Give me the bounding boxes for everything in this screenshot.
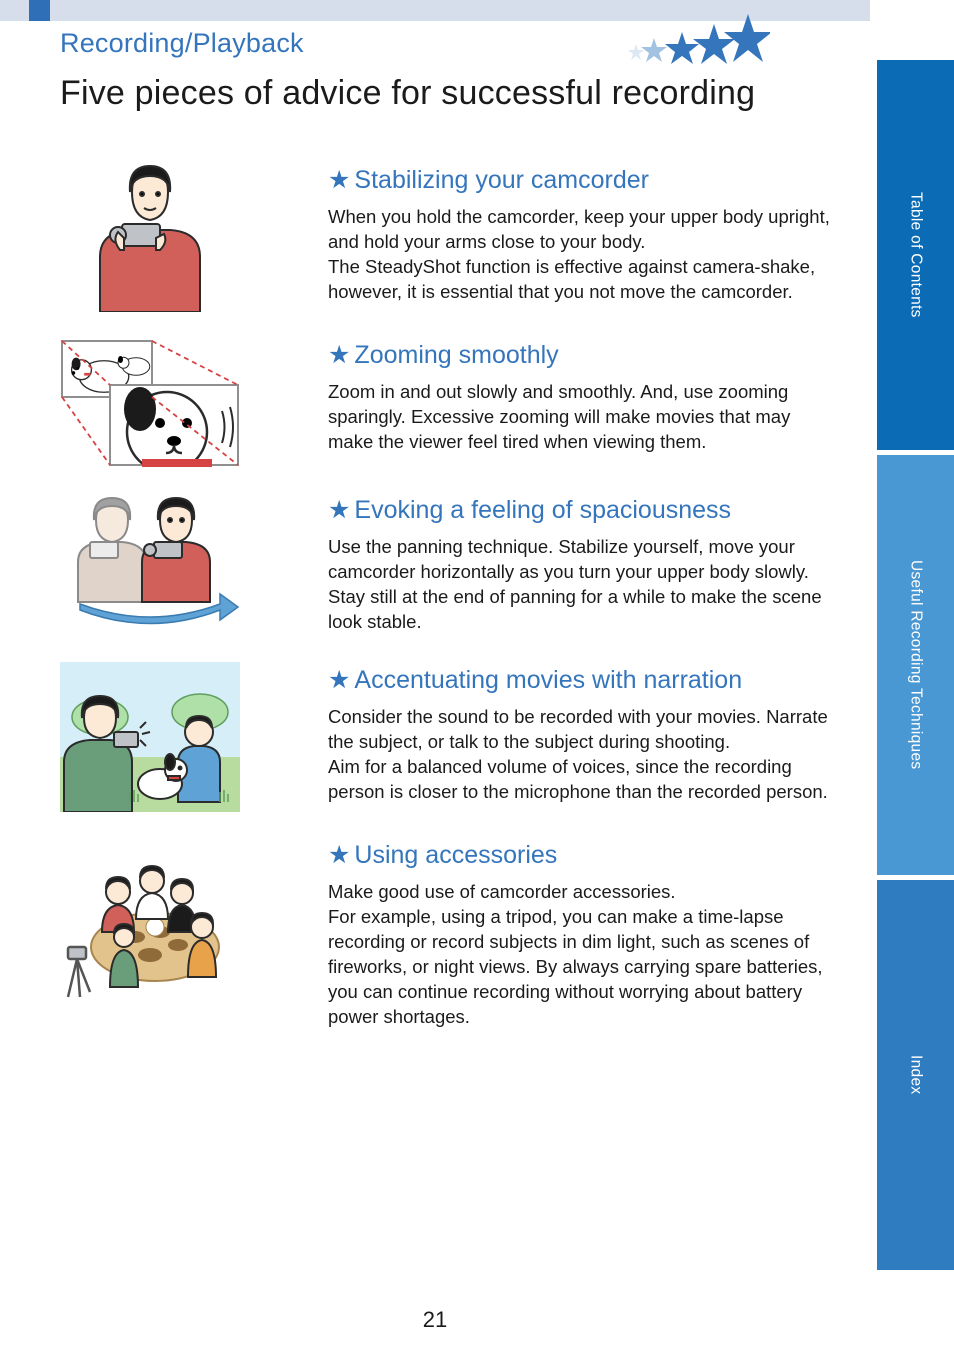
tip-accessories: ★ Using accessories Make good use of cam… — [60, 837, 840, 1030]
tip-body-text: Zoom in and out slowly and smoothly. And… — [328, 380, 840, 455]
tip-heading: ★ Accentuating movies with narration — [328, 666, 840, 695]
tip-title: Stabilizing your camcorder — [354, 166, 649, 195]
star-icon: ★ — [328, 668, 350, 693]
illustration-stabilizing — [60, 162, 240, 312]
tip-heading: ★ Evoking a feeling of spaciousness — [328, 496, 840, 525]
star-icon: ★ — [328, 343, 350, 368]
star-icon: ★ — [328, 843, 350, 868]
page-number: 21 — [0, 1307, 870, 1333]
side-tabs: Table of Contents Useful Recording Techn… — [877, 60, 954, 1270]
tip-panning: ★ Evoking a feeling of spaciousness Use … — [60, 492, 840, 637]
side-tab-toc[interactable]: Table of Contents — [877, 60, 954, 450]
tip-heading: ★ Using accessories — [328, 841, 840, 870]
tip-stabilizing: ★ Stabilizing your camcorder When you ho… — [60, 162, 840, 312]
side-tab-label: Useful Recording Techniques — [907, 560, 925, 769]
illustration-panning — [60, 492, 240, 637]
tip-body-text: When you hold the camcorder, keep your u… — [328, 205, 840, 305]
illustration-accessories — [60, 837, 240, 1002]
tip-body-text: Use the panning technique. Stabilize you… — [328, 535, 840, 635]
tip-zooming: ★ Zooming smoothly Zoom in and out slowl… — [60, 337, 840, 467]
tip-heading: ★ Zooming smoothly — [328, 341, 840, 370]
tip-title: Accentuating movies with narration — [354, 666, 742, 695]
tip-title: Using accessories — [354, 841, 557, 870]
page-title: Five pieces of advice for successful rec… — [60, 74, 755, 113]
tip-title: Evoking a feeling of spaciousness — [354, 496, 731, 525]
tip-body-text: Make good use of camcorder accessories.F… — [328, 880, 840, 1030]
side-tab-techniques[interactable]: Useful Recording Techniques — [877, 455, 954, 875]
header-top-tab — [29, 0, 50, 21]
illustration-zooming — [60, 337, 240, 467]
tip-heading: ★ Stabilizing your camcorder — [328, 166, 840, 195]
illustration-narration — [60, 662, 240, 812]
section-label: Recording/Playback — [60, 28, 304, 59]
tip-title: Zooming smoothly — [354, 341, 558, 370]
side-tab-index[interactable]: Index — [877, 880, 954, 1270]
side-tab-label: Index — [907, 1055, 925, 1094]
content-area: ★ Stabilizing your camcorder When you ho… — [60, 162, 840, 1055]
side-tab-label: Table of Contents — [907, 192, 925, 318]
star-icon: ★ — [328, 498, 350, 523]
tip-body-text: Consider the sound to be recorded with y… — [328, 705, 840, 805]
star-icon: ★ — [328, 168, 350, 193]
tip-narration: ★ Accentuating movies with narration Con… — [60, 662, 840, 812]
header-stars-icon — [620, 12, 770, 67]
